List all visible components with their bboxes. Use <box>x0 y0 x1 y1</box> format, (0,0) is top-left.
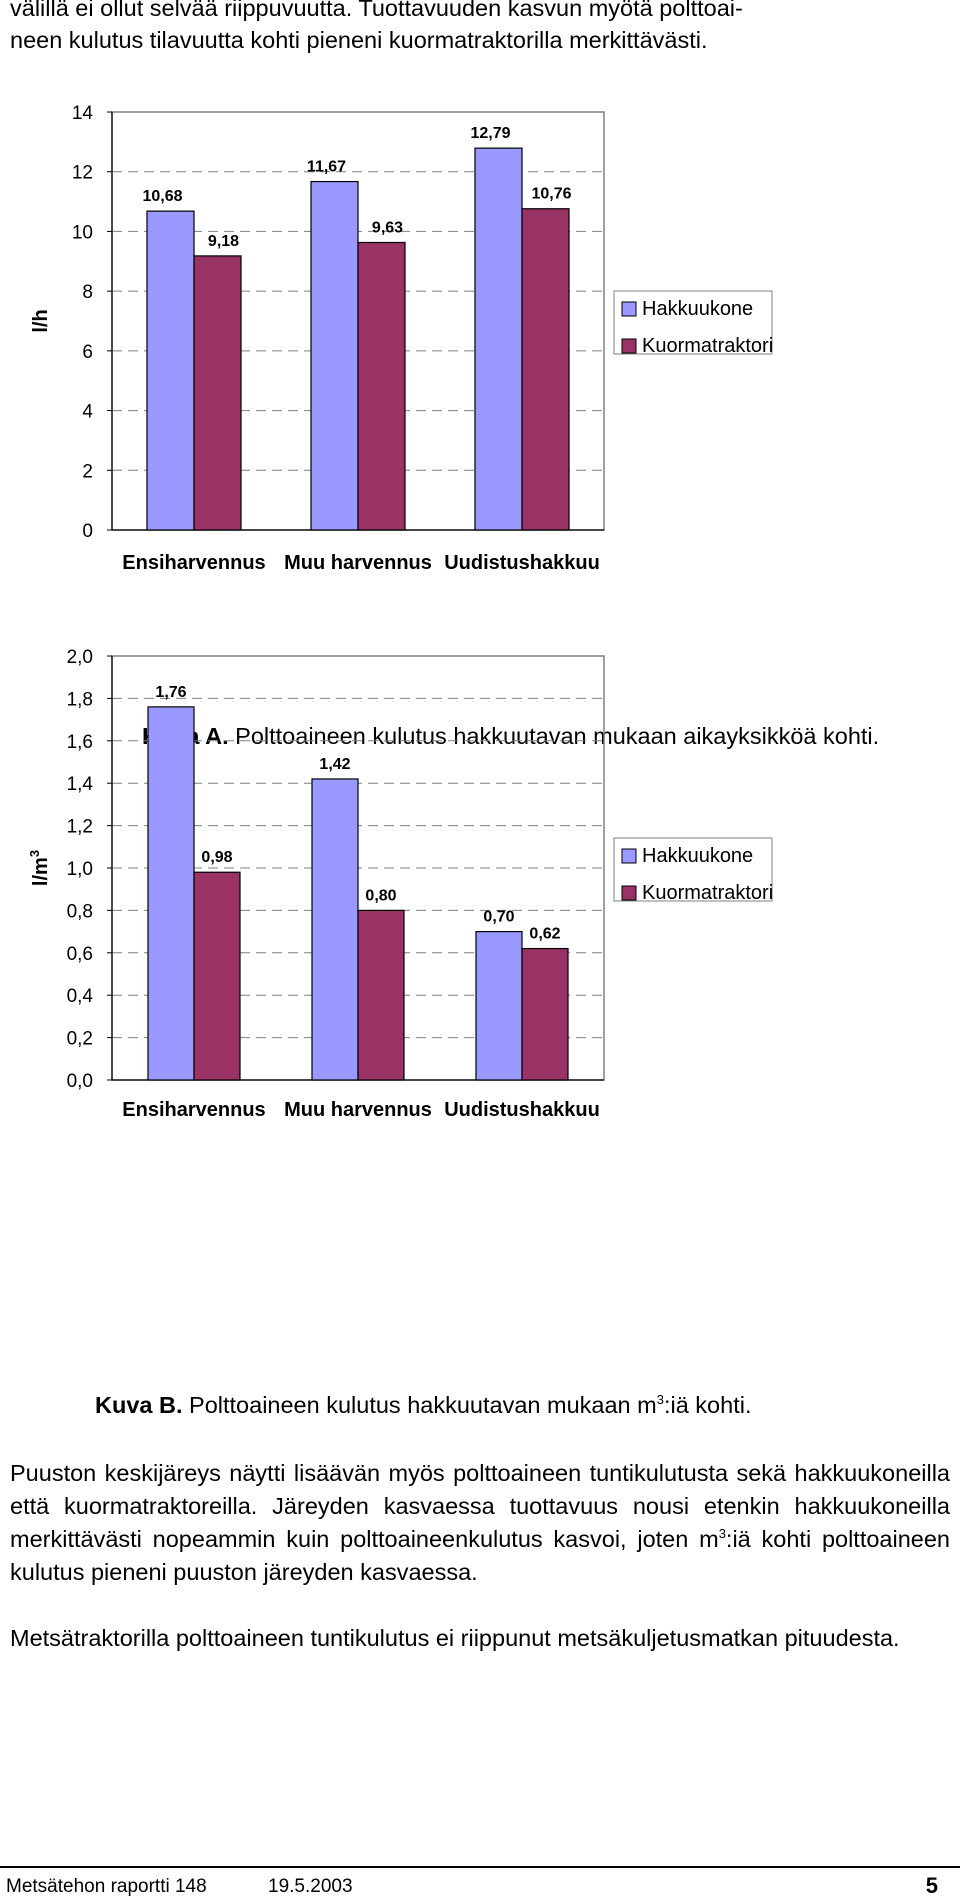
bar-kuormatraktori <box>193 871 241 1081</box>
data-label: 0,98 <box>201 849 232 866</box>
legend-swatch <box>621 848 637 864</box>
x-category-label: Ensiharvennus <box>122 1099 265 1121</box>
data-label: 0,62 <box>529 926 560 943</box>
legend-label: Hakkuukone <box>642 845 753 867</box>
bar-hakkuukone <box>475 930 523 1081</box>
data-label: 10,76 <box>531 186 571 203</box>
y-tick-label: 0,6 <box>67 944 93 965</box>
y-tick-label: 2,0 <box>67 647 93 668</box>
y-tick-label: 1,8 <box>67 689 93 710</box>
data-label: 1,76 <box>155 684 186 701</box>
caption-b-label: Kuva B. <box>95 1392 183 1418</box>
footer-page-number: 5 <box>925 1873 938 1898</box>
y-tick-label: 2 <box>82 461 93 482</box>
bar-hakkuukone <box>474 147 523 531</box>
y-tick-label: 6 <box>82 342 93 363</box>
legend-swatch <box>621 338 637 354</box>
intro-line-1: välillä ei ollut selvää riippuvuutta. Tu… <box>10 0 743 21</box>
paragraph-1: Puuston keskijäreys näytti lisäävän myös… <box>10 1457 950 1589</box>
y-tick-label: 14 <box>72 103 94 124</box>
caption-b-text-before: Polttoaineen kulutus hakkuutavan mukaan … <box>182 1392 657 1418</box>
paragraph-1-sup: 3 <box>718 1526 726 1542</box>
y-tick-label: 10 <box>72 222 93 243</box>
bar-kuormatraktori <box>357 909 405 1081</box>
bar-hakkuukone <box>146 210 195 531</box>
caption-b-text-after: :iä kohti. <box>663 1392 752 1418</box>
bar-hakkuukone <box>147 706 195 1081</box>
legend-swatch <box>621 301 637 317</box>
y-axis-label: l/m3 <box>27 850 52 886</box>
y-tick-label: 12 <box>72 163 93 184</box>
bar-kuormatraktori <box>193 255 242 531</box>
y-tick-label: 0,0 <box>67 1071 93 1092</box>
footer-publication: Metsätehon raportti 148 <box>6 1876 207 1897</box>
x-category-label: Muu harvennus <box>284 1099 432 1121</box>
legend-label: Kuormatraktori <box>642 335 773 357</box>
data-label: 0,70 <box>483 909 514 926</box>
y-axis-label-sup: 3 <box>27 850 42 857</box>
y-tick-label: 1,4 <box>67 774 94 795</box>
data-label: 0,80 <box>365 887 396 904</box>
paragraph-1-text-b: :iä kohti polttoaineen kulutus pieneni p… <box>10 1526 951 1585</box>
data-label: 1,42 <box>319 756 350 773</box>
caption-a: Kuva A. Polttoaineen kulutus hakkuutavan… <box>142 722 879 750</box>
paragraph-2: Metsätraktorilla polttoaineen tuntikulut… <box>10 1625 900 1651</box>
chart-a: 0 2 4 6 8 10 12 14 l/h 10,68 9,18 Ensiharvennus 11,6… <box>30 103 773 574</box>
data-label: 12,79 <box>470 125 510 142</box>
caption-a-text: Polttoaineen kulutus hakkuutavan mukaan … <box>228 723 880 749</box>
legend-swatch <box>621 885 637 901</box>
bar-kuormatraktori <box>521 208 570 531</box>
chart-b: 0,0 0,2 0,4 0,6 0,8 1,0 1,2 1,4 1,6 1,8 2,0 l/m3 1,7… <box>27 647 773 1121</box>
y-tick-label: 0,2 <box>67 1029 93 1050</box>
y-axis-label: l/h <box>30 309 52 332</box>
data-label: 9,18 <box>208 233 239 250</box>
bar-kuormatraktori <box>357 241 406 531</box>
caption-b-sup: 3 <box>656 1392 664 1408</box>
x-category-label: Uudistushakkuu <box>444 552 600 574</box>
y-tick-label: 4 <box>82 402 93 423</box>
data-label: 10,68 <box>142 188 182 205</box>
bar-hakkuukone <box>311 778 359 1081</box>
paragraph-1-text-a: Puuston keskijäreys näytti lisäävän myös… <box>10 1460 950 1552</box>
page-footer: Metsätehon raportti 148 19.5.2003 5 <box>0 1866 960 1898</box>
data-label: 11,67 <box>307 159 346 176</box>
x-category-label: Uudistushakkuu <box>444 1099 600 1121</box>
legend-box <box>613 837 773 902</box>
y-tick-label: 8 <box>82 282 93 303</box>
legend-label: Hakkuukone <box>642 298 753 320</box>
x-category-label: Muu harvennus <box>284 552 432 574</box>
y-tick-label: 1,6 <box>67 732 93 753</box>
y-tick-label: 1,0 <box>67 859 93 880</box>
data-label: 9,63 <box>372 219 403 236</box>
x-category-label: Ensiharvennus <box>122 552 265 574</box>
y-tick-label: 0 <box>82 521 93 542</box>
intro-line-2: neen kulutus tilavuutta kohti pieneni ku… <box>10 27 708 53</box>
legend-label: Kuormatraktori <box>642 882 773 904</box>
footer-date: 19.5.2003 <box>268 1876 353 1897</box>
bar-kuormatraktori <box>521 947 569 1081</box>
legend-box <box>613 290 773 355</box>
y-tick-label: 0,8 <box>67 901 93 922</box>
y-tick-label: 1,2 <box>67 817 93 838</box>
caption-b: Kuva B. Polttoaineen kulutus hakkuutavan… <box>95 1391 751 1419</box>
y-tick-label: 0,4 <box>67 986 94 1007</box>
